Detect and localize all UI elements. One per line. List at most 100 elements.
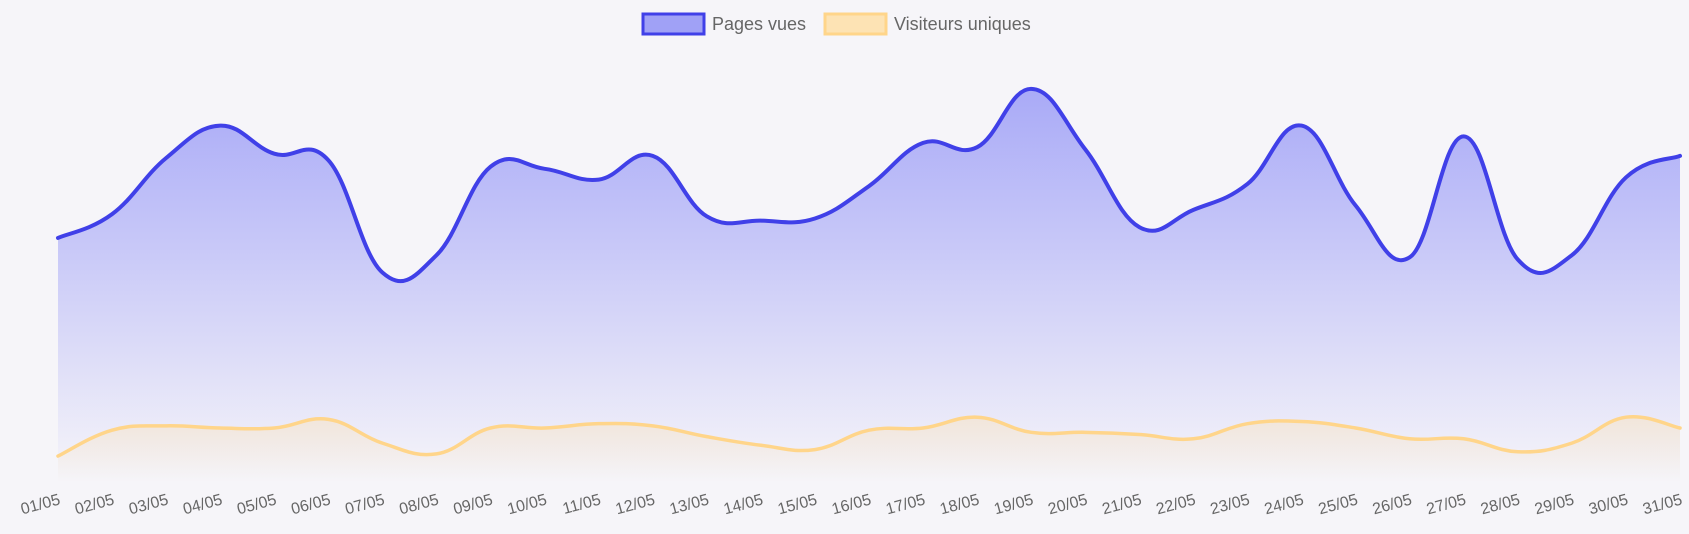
x-tick-label: 15/05	[776, 491, 819, 518]
x-tick-label: 16/05	[830, 491, 873, 518]
x-tick-label: 31/05	[1641, 491, 1684, 518]
x-tick-label: 27/05	[1425, 491, 1468, 518]
data-point-visiteurs-uniques-3[interactable]	[160, 420, 172, 432]
data-point-visiteurs-uniques-10[interactable]	[539, 422, 551, 434]
x-tick-label: 01/05	[19, 491, 62, 518]
data-point-visiteurs-uniques-1[interactable]	[52, 450, 64, 462]
data-point-pages-vues-24[interactable]	[1296, 120, 1308, 132]
data-point-pages-vues-17[interactable]	[917, 137, 929, 149]
data-point-pages-vues-28[interactable]	[1512, 254, 1524, 266]
data-point-pages-vues-22[interactable]	[1187, 204, 1199, 216]
x-tick-label: 29/05	[1533, 491, 1576, 518]
x-tick-label: 09/05	[452, 491, 495, 518]
x-tick-label: 30/05	[1587, 491, 1630, 518]
series-layer	[52, 83, 1686, 482]
area-fill-visiteurs-uniques	[58, 416, 1680, 482]
data-point-pages-vues-11[interactable]	[593, 174, 605, 186]
x-tick-label: 02/05	[73, 491, 116, 518]
data-point-visiteurs-uniques-4[interactable]	[214, 422, 226, 434]
series-line-visiteurs-uniques[interactable]	[56, 414, 1682, 458]
x-tick-label: 18/05	[938, 491, 981, 518]
data-point-pages-vues-6[interactable]	[322, 154, 334, 166]
x-tick-label: 17/05	[884, 491, 927, 518]
x-tick-label: 11/05	[561, 491, 603, 518]
x-tick-label: 07/05	[343, 491, 386, 518]
data-point-visiteurs-uniques-13[interactable]	[701, 431, 713, 443]
data-point-visiteurs-uniques-14[interactable]	[755, 439, 767, 451]
data-point-pages-vues-15[interactable]	[809, 212, 821, 224]
x-tick-label: 22/05	[1154, 491, 1197, 518]
legend-label-pages-vues: Pages vues	[712, 14, 806, 34]
data-point-pages-vues-21[interactable]	[1133, 221, 1145, 233]
data-point-pages-vues-3[interactable]	[160, 152, 172, 164]
x-tick-label: 14/05	[722, 491, 765, 518]
data-point-visiteurs-uniques-24[interactable]	[1296, 416, 1308, 428]
data-point-pages-vues-7[interactable]	[376, 266, 388, 278]
data-point-visiteurs-uniques-2[interactable]	[106, 424, 118, 436]
x-tick-label: 06/05	[289, 491, 332, 518]
x-tick-label: 04/05	[181, 491, 224, 518]
data-point-pages-vues-2[interactable]	[106, 208, 118, 220]
x-tick-label: 08/05	[398, 491, 441, 518]
data-point-pages-vues-4[interactable]	[214, 120, 226, 132]
data-point-visiteurs-uniques-16[interactable]	[863, 424, 875, 436]
x-tick-label: 13/05	[668, 491, 711, 518]
data-point-visiteurs-uniques-29[interactable]	[1566, 437, 1578, 449]
x-axis: 01/05 02/05 03/05 04/05 05/05 06/05 07/05 08/05…	[19, 491, 1684, 518]
data-point-pages-vues-26[interactable]	[1404, 251, 1416, 263]
x-tick-label: 03/05	[127, 491, 170, 518]
series-line-pages-vues[interactable]	[56, 86, 1682, 284]
legend-swatch-visiteurs-uniques	[823, 12, 888, 36]
data-point-pages-vues-18[interactable]	[971, 141, 983, 153]
x-tick-label: 23/05	[1209, 491, 1252, 518]
data-point-visiteurs-uniques-20[interactable]	[1079, 426, 1091, 438]
data-point-pages-vues-16[interactable]	[863, 180, 875, 192]
data-point-pages-vues-14[interactable]	[755, 215, 767, 227]
data-point-pages-vues-5[interactable]	[268, 148, 280, 160]
data-point-pages-vues-1[interactable]	[52, 232, 64, 244]
data-point-visiteurs-uniques-27[interactable]	[1458, 433, 1470, 445]
x-tick-label: 28/05	[1479, 491, 1522, 518]
x-tick-label: 05/05	[235, 491, 278, 518]
legend: Pages vues Visiteurs uniques	[641, 12, 1031, 36]
data-point-pages-vues-19[interactable]	[1025, 83, 1037, 95]
data-point-visiteurs-uniques-9[interactable]	[485, 422, 497, 434]
data-point-visiteurs-uniques-18[interactable]	[971, 411, 983, 423]
legend-item-pages-vues[interactable]: Pages vues	[641, 12, 806, 36]
data-point-pages-vues-12[interactable]	[647, 150, 659, 162]
data-point-pages-vues-30[interactable]	[1620, 171, 1632, 183]
data-point-visiteurs-uniques-19[interactable]	[1025, 426, 1037, 438]
data-point-pages-vues-13[interactable]	[701, 210, 713, 222]
data-point-visiteurs-uniques-25[interactable]	[1350, 422, 1362, 434]
data-point-visiteurs-uniques-26[interactable]	[1404, 433, 1416, 445]
data-point-pages-vues-10[interactable]	[539, 163, 551, 175]
data-point-pages-vues-27[interactable]	[1458, 130, 1470, 142]
data-point-visiteurs-uniques-7[interactable]	[376, 437, 388, 449]
data-point-pages-vues-25[interactable]	[1350, 200, 1362, 212]
x-tick-label: 19/05	[992, 491, 1035, 518]
data-point-pages-vues-29[interactable]	[1566, 249, 1578, 261]
data-point-visiteurs-uniques-23[interactable]	[1241, 418, 1253, 430]
data-point-pages-vues-9[interactable]	[485, 161, 497, 173]
data-point-visiteurs-uniques-22[interactable]	[1187, 433, 1199, 445]
data-point-pages-vues-31[interactable]	[1674, 150, 1686, 162]
data-point-visiteurs-uniques-11[interactable]	[593, 418, 605, 430]
x-tick-label: 24/05	[1263, 491, 1306, 518]
data-point-visiteurs-uniques-30[interactable]	[1620, 411, 1632, 423]
data-point-visiteurs-uniques-6[interactable]	[322, 413, 334, 425]
data-point-visiteurs-uniques-21[interactable]	[1133, 428, 1145, 440]
data-point-visiteurs-uniques-28[interactable]	[1512, 446, 1524, 458]
data-point-visiteurs-uniques-5[interactable]	[268, 422, 280, 434]
legend-label-visiteurs-uniques: Visiteurs uniques	[894, 14, 1031, 34]
legend-item-visiteurs-uniques[interactable]: Visiteurs uniques	[823, 12, 1031, 36]
data-point-visiteurs-uniques-17[interactable]	[917, 422, 929, 434]
data-point-pages-vues-8[interactable]	[430, 249, 442, 261]
data-point-visiteurs-uniques-12[interactable]	[647, 420, 659, 432]
x-tick-label: 12/05	[614, 491, 657, 518]
data-point-pages-vues-23[interactable]	[1241, 178, 1253, 190]
data-point-visiteurs-uniques-31[interactable]	[1674, 422, 1686, 434]
data-point-pages-vues-20[interactable]	[1079, 143, 1091, 155]
data-point-visiteurs-uniques-15[interactable]	[809, 444, 821, 456]
data-point-visiteurs-uniques-8[interactable]	[430, 448, 442, 460]
x-tick-label: 25/05	[1317, 491, 1360, 518]
